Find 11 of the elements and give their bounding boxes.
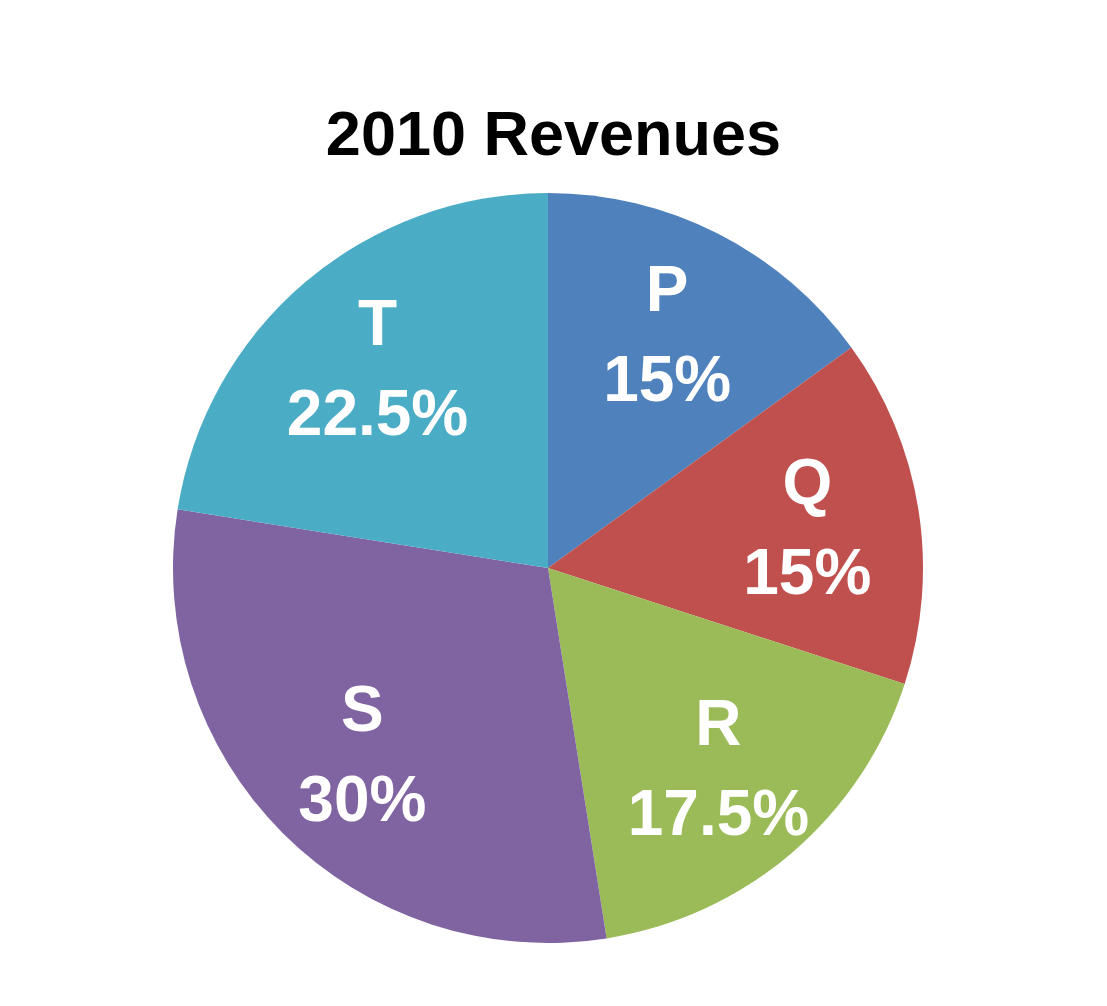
data-label: 30% — [298, 762, 427, 835]
slice-label: R — [695, 686, 742, 759]
chart-title: 2010 Revenues — [325, 97, 782, 168]
slice-label: S — [341, 672, 384, 745]
data-label: 22.5% — [286, 377, 469, 450]
slice-label: Q — [782, 445, 833, 518]
data-label: 17.5% — [627, 776, 810, 849]
data-label: 15% — [743, 535, 872, 608]
slice-label: T — [357, 287, 398, 360]
slice-label: P — [645, 253, 689, 326]
data-label: 15% — [603, 343, 732, 416]
